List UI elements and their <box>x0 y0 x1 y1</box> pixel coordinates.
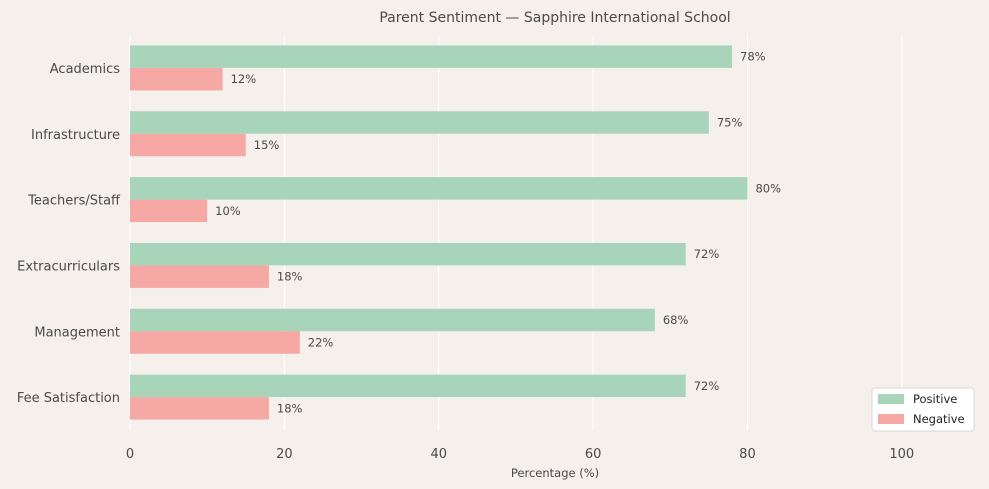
data-label: 22% <box>308 336 334 350</box>
bar-negative <box>130 199 208 223</box>
bar-negative <box>130 265 269 288</box>
legend-swatch <box>878 394 904 404</box>
category-label: Extracurriculars <box>17 259 120 274</box>
bar-positive <box>130 374 686 398</box>
data-label: 18% <box>277 401 303 415</box>
data-label: 72% <box>694 379 720 393</box>
x-axis-label: Percentage (%) <box>511 466 599 480</box>
x-tick-label: 20 <box>276 447 293 462</box>
data-label: 18% <box>277 270 303 284</box>
category-labels: Fee Satisfaction Management Extracurricula… <box>17 62 121 406</box>
data-label: 10% <box>215 204 241 218</box>
bar-positive <box>130 242 686 266</box>
category-label: Academics <box>50 62 120 77</box>
legend-label: Negative <box>913 412 965 426</box>
data-label: 12% <box>231 72 257 86</box>
data-label: 75% <box>717 116 743 130</box>
x-tick-label: 40 <box>430 447 447 462</box>
bar-negative <box>130 331 300 354</box>
data-label: 68% <box>663 313 689 327</box>
legend-swatch <box>878 414 904 424</box>
x-tick-label: 100 <box>889 447 914 462</box>
data-label: 72% <box>694 247 720 261</box>
chart-title: Parent Sentiment — Sapphire Internationa… <box>379 10 730 26</box>
bars: 72% 18% 68% 22% 72% 18% 80% 10% 75% 15% 78% 12% <box>130 45 781 420</box>
grid-lines <box>129 35 903 430</box>
x-tick-label: 0 <box>126 447 134 462</box>
x-tick-label: 60 <box>585 447 602 462</box>
bar-positive <box>130 111 709 134</box>
category-label: Infrastructure <box>31 128 120 143</box>
bar-negative <box>130 397 269 420</box>
legend-label: Positive <box>913 392 957 406</box>
x-tick-label: 80 <box>739 447 756 462</box>
bar-negative <box>130 133 246 157</box>
bar-positive <box>130 177 748 200</box>
bar-positive <box>130 45 733 68</box>
data-label: 15% <box>254 138 280 152</box>
data-label: 78% <box>740 50 766 64</box>
category-label: Fee Satisfaction <box>17 391 120 406</box>
bar-positive <box>130 308 655 332</box>
legend: Positive Negative <box>871 387 975 432</box>
data-label: 80% <box>755 181 781 195</box>
bar-negative <box>130 67 223 91</box>
category-label: Teachers/Staff <box>27 194 121 209</box>
category-label: Management <box>34 325 120 340</box>
x-tick-labels: 0 20 40 60 80 100 <box>126 447 914 462</box>
